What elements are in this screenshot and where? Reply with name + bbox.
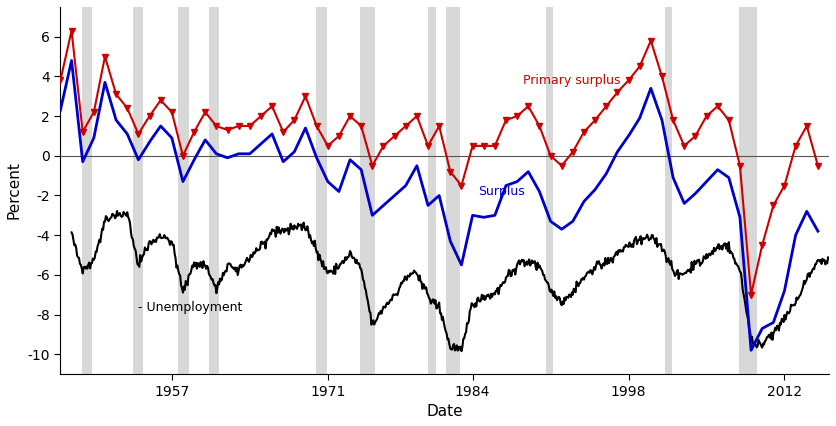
Bar <box>665 7 672 374</box>
Text: Surplus: Surplus <box>478 185 525 199</box>
X-axis label: Date: Date <box>426 404 463 419</box>
Bar <box>315 7 327 374</box>
Bar <box>546 7 553 374</box>
Text: - Unemployment: - Unemployment <box>139 301 242 314</box>
Bar <box>82 7 92 374</box>
Bar <box>208 7 218 374</box>
Bar <box>739 7 757 374</box>
Bar <box>428 7 436 374</box>
Bar <box>133 7 143 374</box>
Bar <box>179 7 189 374</box>
Bar <box>360 7 375 374</box>
Text: Primary surplus: Primary surplus <box>522 75 620 87</box>
Y-axis label: Percent: Percent <box>7 161 22 219</box>
Bar <box>446 7 461 374</box>
